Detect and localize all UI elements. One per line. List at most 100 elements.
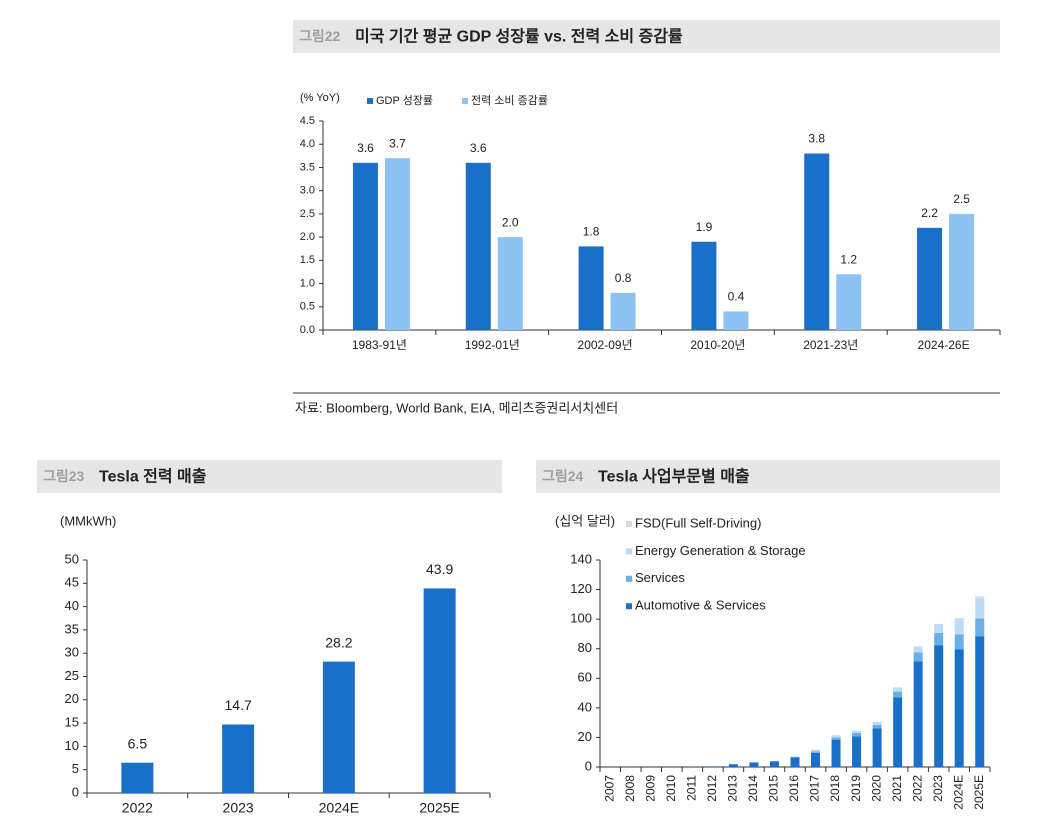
figure-header [293, 20, 1000, 53]
bar [975, 596, 985, 598]
y-tick-label: 2.0 [300, 231, 315, 243]
y-tick-label: 1.0 [300, 277, 315, 289]
bar [954, 649, 964, 767]
y-tick-label: 25 [65, 668, 79, 683]
y-tick-label: 4.5 [300, 115, 315, 127]
x-tick-label: 2024E [951, 775, 965, 810]
legend-label: 전력 소비 증감률 [471, 94, 548, 107]
y-tick-label: 50 [65, 551, 79, 566]
bar [728, 764, 738, 767]
x-tick-label: 2008 [623, 775, 637, 802]
x-tick-label: 2011 [685, 775, 699, 801]
bar [917, 227, 943, 330]
value-label: 2.0 [502, 215, 519, 229]
bar [610, 292, 636, 330]
x-tick-label: 2024E [319, 800, 359, 816]
value-label: 0.8 [615, 271, 632, 285]
y-tick-label: 120 [570, 581, 592, 596]
x-tick-label: 2010 [664, 775, 678, 802]
bar [708, 766, 718, 767]
value-label: 3.7 [389, 136, 406, 150]
bar [954, 618, 964, 635]
x-tick-label: 2024-26E [918, 338, 970, 352]
figure-title: Tesla 사업부문별 매출 [598, 468, 750, 486]
bar [121, 762, 154, 793]
x-tick-label: 2025E [972, 775, 986, 810]
value-label: 3.6 [357, 141, 374, 155]
bar [831, 739, 841, 767]
y-tick-label: 60 [578, 670, 592, 685]
value-label: 1.9 [696, 220, 713, 234]
legend-swatch [462, 98, 468, 104]
y-tick-label: 0 [72, 784, 79, 799]
unit-label: (십억 달러) [555, 513, 615, 528]
bar [831, 735, 841, 738]
x-tick-label: 2019 [849, 775, 863, 802]
bar [893, 687, 903, 692]
unit-label: (MMkWh) [60, 513, 116, 528]
y-tick-label: 10 [65, 738, 79, 753]
bar [852, 736, 862, 767]
x-tick-label: 2025E [419, 800, 459, 816]
x-tick-label: 1992-01년 [465, 338, 520, 352]
bar [872, 724, 882, 729]
value-label: 2.2 [921, 206, 938, 220]
y-tick-label: 2.5 [300, 208, 315, 220]
bar [934, 632, 944, 646]
y-tick-label: 100 [570, 611, 592, 626]
bar [949, 213, 975, 330]
figure-label: 그림22 [299, 28, 341, 44]
value-label: 3.6 [470, 141, 487, 155]
y-tick-label: 80 [578, 640, 592, 655]
bar [975, 618, 985, 637]
y-tick-label: 0.0 [300, 324, 315, 336]
bar [790, 756, 800, 758]
value-label: 6.5 [128, 735, 148, 751]
x-tick-label: 2023 [223, 800, 254, 816]
figure-header [536, 460, 1000, 493]
y-tick-label: 20 [578, 729, 592, 744]
figure-header [37, 460, 502, 493]
value-label: 2.5 [953, 192, 970, 206]
x-tick-label: 2023 [931, 775, 945, 802]
value-label: 3.8 [808, 132, 825, 146]
bar [913, 661, 923, 767]
y-tick-label: 20 [65, 691, 79, 706]
bar [934, 624, 944, 633]
x-tick-label: 2022 [122, 800, 153, 816]
x-tick-label: 2010-20년 [690, 338, 745, 352]
bar [465, 162, 491, 330]
bar [384, 158, 410, 330]
x-tick-label: 1983-91년 [352, 338, 407, 352]
x-tick-label: 2002-09년 [578, 338, 633, 352]
bar [893, 691, 903, 698]
legend-swatch [626, 521, 632, 527]
bar [934, 645, 944, 767]
bar [811, 749, 821, 752]
bar [691, 241, 717, 330]
bar [954, 617, 964, 619]
bar [836, 274, 862, 330]
bar [831, 737, 841, 740]
bar [811, 752, 821, 767]
value-label: 1.2 [840, 252, 857, 266]
figure-title: 미국 기간 평균 GDP 성장률 vs. 전력 소비 증감률 [355, 27, 683, 46]
x-tick-label: 2018 [828, 775, 842, 802]
legend-swatch [626, 548, 632, 555]
y-tick-label: 40 [65, 598, 79, 613]
bar [769, 761, 779, 767]
legend-swatch [367, 98, 373, 104]
x-tick-label: 2017 [808, 775, 822, 802]
figure-label: 그림24 [542, 468, 584, 484]
x-tick-label: 2009 [643, 775, 657, 802]
y-tick-label: 35 [65, 621, 79, 636]
value-label: 1.8 [583, 225, 600, 239]
x-tick-label: 2007 [602, 775, 616, 802]
legend-label: FSD(Full Self-Driving) [635, 515, 761, 530]
y-tick-label: 4.0 [300, 138, 315, 150]
bar [975, 636, 985, 767]
x-tick-label: 2021-23년 [803, 338, 858, 352]
bar [723, 311, 749, 330]
bar [578, 246, 604, 330]
